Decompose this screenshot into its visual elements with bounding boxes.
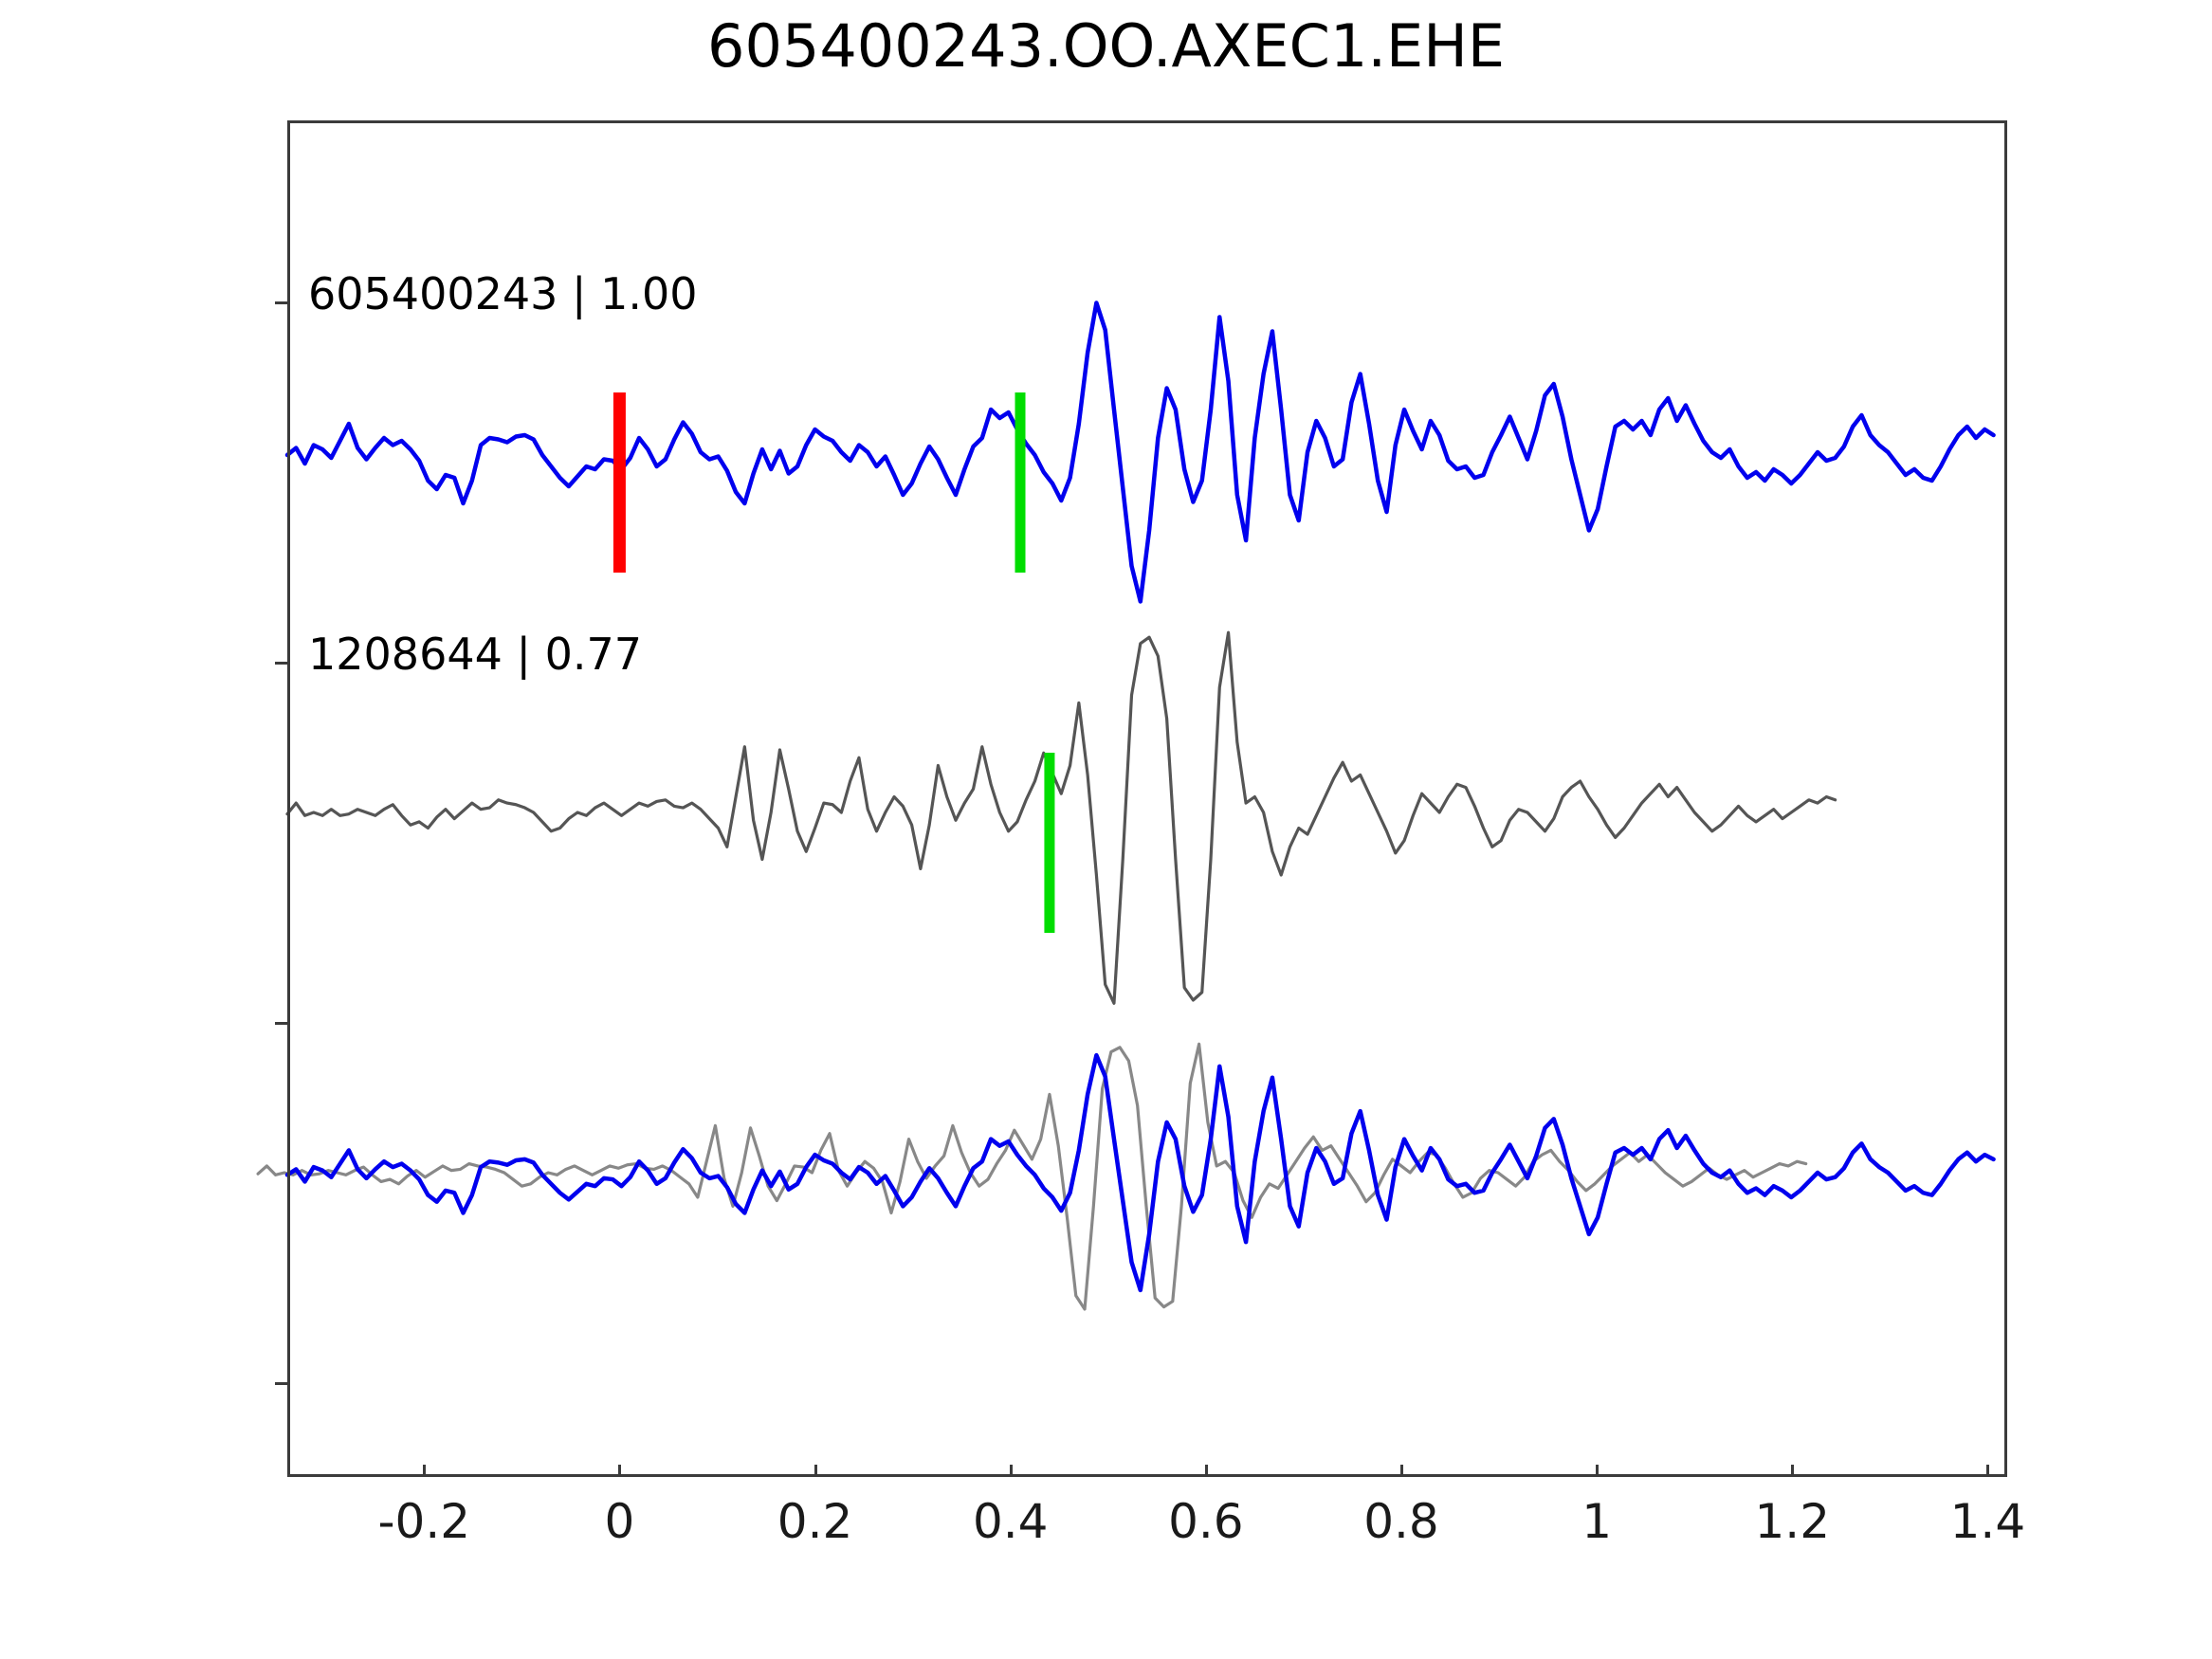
pick-markers bbox=[612, 392, 1055, 933]
x-tick-mark bbox=[423, 1465, 427, 1477]
x-tick-mark bbox=[814, 1465, 817, 1477]
x-tick-mark bbox=[1009, 1465, 1013, 1477]
y-tick-mark bbox=[275, 301, 287, 304]
page-title: 605400243.OO.AXEC1.EHE bbox=[707, 11, 1505, 81]
detection-id-label: 1208644 | 0.77 bbox=[308, 629, 643, 680]
x-tick-label: 1 bbox=[1581, 1494, 1613, 1549]
x-tick-label: 0.8 bbox=[1363, 1494, 1439, 1549]
panel-template bbox=[284, 301, 1996, 604]
x-tick-mark bbox=[1399, 1465, 1403, 1477]
panel-overlay bbox=[256, 1042, 1996, 1311]
panel-detection bbox=[285, 630, 1837, 1005]
x-tick-mark bbox=[1204, 1465, 1208, 1477]
plot-area: 605400243 | 1.00 1208644 | 0.77 bbox=[256, 120, 2007, 1477]
detection-waveform-trace bbox=[285, 630, 1837, 1005]
s-pick-detection-marker bbox=[1044, 753, 1055, 933]
x-tick-label: 1.2 bbox=[1754, 1494, 1831, 1549]
x-tick-mark bbox=[1986, 1465, 1990, 1477]
y-tick-mark bbox=[275, 1382, 287, 1385]
s-pick-template-marker bbox=[1015, 392, 1026, 573]
x-tick-label: -0.2 bbox=[377, 1494, 471, 1549]
overlay-detection-waveform-trace bbox=[256, 1042, 1808, 1311]
x-tick-label: 1.4 bbox=[1949, 1494, 2026, 1549]
waveform-canvas bbox=[256, 301, 1996, 1311]
template-waveform-trace bbox=[284, 301, 1996, 604]
x-tick-label: 0.6 bbox=[1168, 1494, 1244, 1549]
y-tick-mark bbox=[275, 1022, 287, 1025]
x-tick-label: 0 bbox=[604, 1494, 635, 1549]
p-pick-marker bbox=[612, 392, 626, 573]
x-tick-label: 0.4 bbox=[972, 1494, 1049, 1549]
overlay-template-waveform-trace bbox=[284, 1052, 1996, 1293]
x-tick-mark bbox=[1596, 1465, 1600, 1477]
template-id-label: 605400243 | 1.00 bbox=[308, 268, 698, 319]
x-tick-mark bbox=[618, 1465, 622, 1477]
x-tick-label: 0.2 bbox=[777, 1494, 853, 1549]
y-tick-mark bbox=[275, 662, 287, 665]
x-tick-mark bbox=[1791, 1465, 1795, 1477]
